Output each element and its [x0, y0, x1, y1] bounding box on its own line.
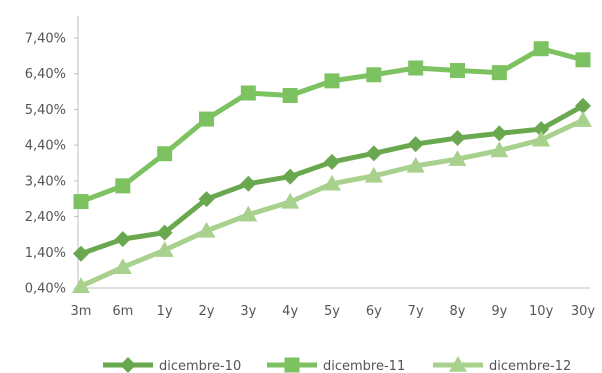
data-point: [491, 125, 508, 142]
y-tick-label: 3,40%: [25, 174, 66, 189]
data-point: [73, 194, 89, 210]
data-point: [532, 130, 551, 147]
series-layer: [72, 41, 592, 293]
data-point: [72, 277, 90, 293]
axes: 0,40% 1,40% 2,40% 3,40% 4,40% 5,40% 6,40% 7,40%…: [25, 16, 596, 319]
data-point: [282, 88, 298, 103]
data-point: [197, 221, 216, 238]
data-point: [448, 150, 467, 166]
x-tick-label: 30y: [571, 304, 596, 319]
data-point: [491, 65, 507, 81]
x-tick-label: 3m: [71, 304, 92, 319]
data-point: [533, 121, 550, 138]
data-point: [156, 224, 173, 241]
data-point: [115, 178, 131, 194]
data-point: [365, 145, 382, 162]
data-point: [113, 258, 132, 275]
y-tick-label: 6,40%: [25, 67, 66, 82]
series-dicembre-12: [72, 111, 592, 293]
x-tick-label: 6m: [112, 304, 133, 319]
legend-marker: [120, 357, 136, 373]
data-point: [281, 192, 300, 209]
data-point: [575, 52, 591, 68]
data-point: [324, 73, 340, 89]
x-tick-label: 3y: [240, 304, 256, 319]
series-line: [78, 117, 586, 289]
data-point: [240, 85, 256, 101]
y-tick-label: 2,40%: [25, 210, 66, 225]
data-point: [449, 130, 466, 146]
x-tick-label: 7y: [408, 304, 424, 319]
legend: dicembre-10 dicembre-11 dicembre-12: [103, 356, 571, 373]
data-point: [282, 168, 299, 185]
x-tick-label: 6y: [366, 304, 382, 319]
x-tick-label: 5y: [324, 304, 340, 319]
legend-item: dicembre-10: [103, 357, 241, 373]
data-point: [324, 153, 340, 170]
data-point: [574, 111, 592, 127]
data-point: [240, 175, 257, 192]
x-tick-label: 1y: [157, 304, 173, 319]
legend-item: dicembre-11: [267, 357, 405, 373]
y-tick-label: 1,40%: [25, 246, 66, 261]
y-tick-label: 7,40%: [25, 32, 66, 47]
data-point: [366, 67, 382, 83]
legend-label: dicembre-10: [159, 359, 241, 373]
data-point: [199, 111, 214, 127]
x-tick-label: 9y: [491, 304, 507, 319]
legend-label: dicembre-11: [323, 359, 405, 373]
x-tick-label: 2y: [199, 304, 215, 319]
legend-marker: [449, 356, 467, 372]
data-point: [490, 141, 509, 158]
data-point: [323, 174, 341, 191]
series-dicembre-11: [73, 41, 591, 210]
data-point: [450, 63, 465, 78]
y-tick-label: 0,40%: [25, 282, 66, 297]
data-point: [239, 205, 258, 222]
data-point: [73, 245, 89, 262]
y-tick-label: 4,40%: [25, 139, 66, 154]
data-point: [407, 136, 424, 153]
data-point: [114, 231, 131, 248]
data-point: [157, 146, 173, 162]
y-tick-label: 5,40%: [25, 103, 66, 118]
legend-marker: [284, 357, 300, 373]
x-tick-label: 8y: [450, 304, 466, 319]
x-tick-label: 4y: [282, 304, 298, 319]
data-point: [406, 156, 425, 173]
legend-label: dicembre-12: [489, 359, 571, 373]
data-point: [198, 191, 215, 208]
legend-item: dicembre-12: [433, 356, 571, 373]
data-point: [533, 41, 549, 57]
series-dicembre-10: [73, 97, 591, 262]
data-point: [364, 166, 383, 183]
x-tick-label: 10y: [529, 304, 554, 319]
data-point: [575, 97, 591, 114]
data-point: [155, 241, 174, 257]
data-point: [408, 60, 424, 76]
